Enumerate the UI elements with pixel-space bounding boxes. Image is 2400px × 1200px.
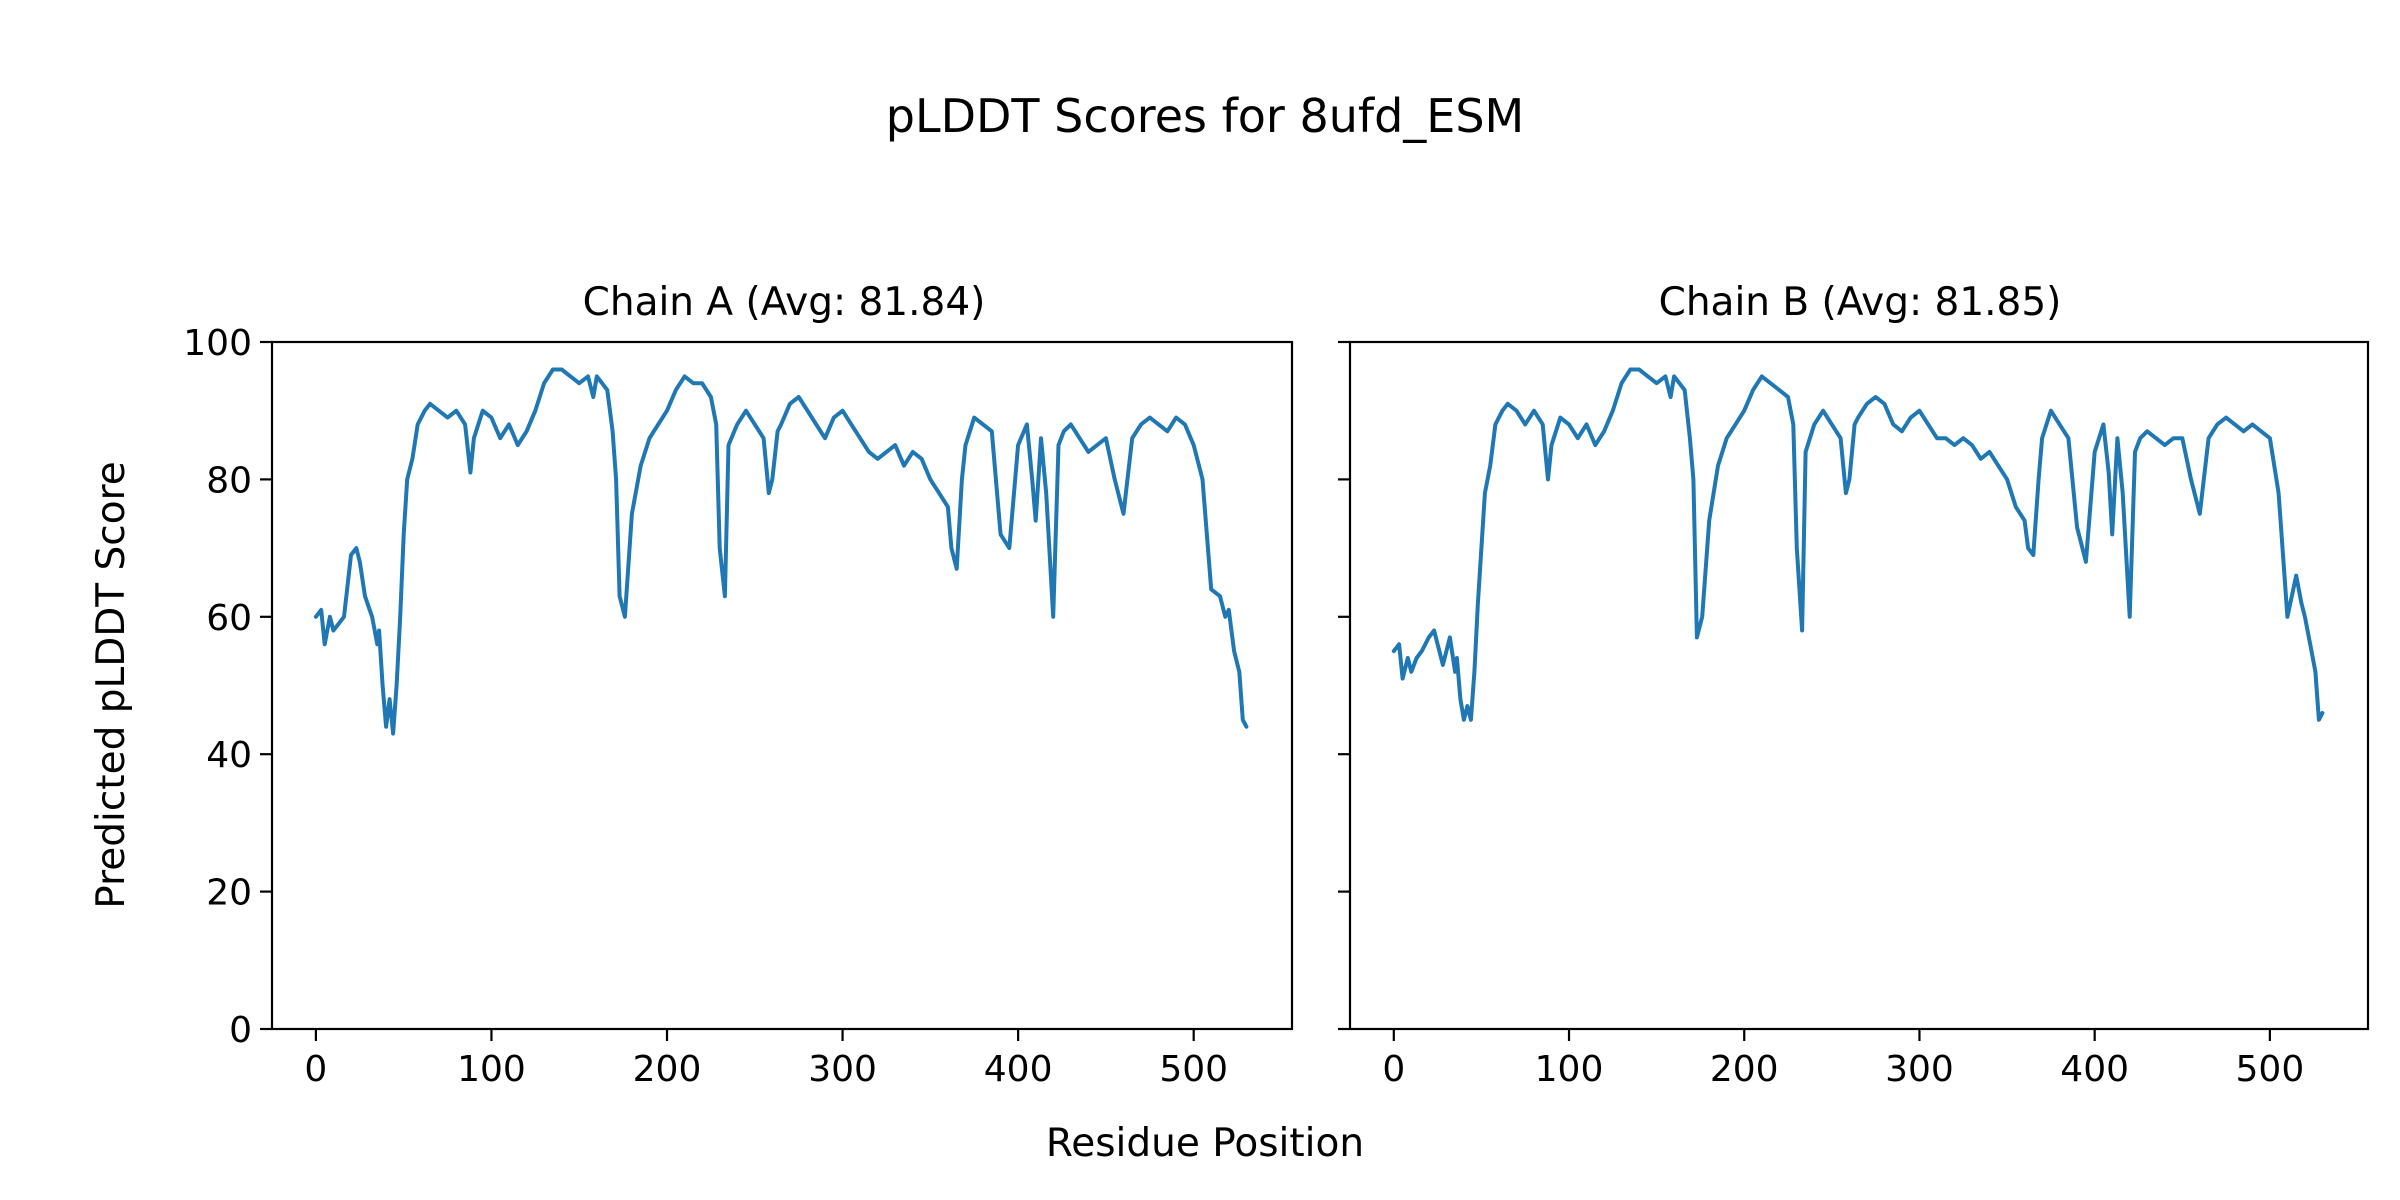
- chart-panel-chain-a: Chain A (Avg: 81.84) 0 100 200 300 400 500 0 20…: [183, 280, 1294, 1090]
- x-tick-label: 0: [304, 1049, 327, 1090]
- axes-frame: [1348, 340, 2370, 1031]
- x-tick-label: 200: [633, 1049, 702, 1090]
- y-tick-label: 80: [206, 460, 252, 501]
- y-tick-label: 0: [229, 1010, 252, 1051]
- x-tick-label: 500: [2236, 1049, 2305, 1090]
- chart-panel-chain-b: Chain B (Avg: 81.85) 0 100 200 300 400 500: [1338, 280, 2370, 1090]
- series-line-1-0: [1391, 367, 2325, 722]
- x-tick-label: 100: [1535, 1049, 1604, 1090]
- y-tick-label: 100: [183, 323, 252, 364]
- panel-title-chain-a: Chain A (Avg: 81.84): [583, 280, 986, 325]
- x-tick-label: 300: [1885, 1049, 1954, 1090]
- y-axis-label: Predicted pLDDT Score: [89, 461, 134, 908]
- y-tick-label: 40: [206, 735, 252, 776]
- x-tick-label: 200: [1710, 1049, 1779, 1090]
- y-tick-label: 60: [206, 598, 252, 639]
- x-tick-label: 400: [984, 1049, 1053, 1090]
- panel-title-chain-b: Chain B (Avg: 81.85): [1659, 280, 2062, 325]
- series-line-0-0: [313, 367, 1249, 736]
- x-tick-label: 300: [808, 1049, 877, 1090]
- figure-title: pLDDT Scores for 8ufd_ESM: [886, 89, 1524, 143]
- x-tick-label: 500: [1159, 1049, 1228, 1090]
- x-tick-label: 0: [1382, 1049, 1405, 1090]
- x-axis-label: Residue Position: [1046, 1121, 1364, 1166]
- y-tick-label: 20: [206, 873, 252, 914]
- x-tick-label: 100: [457, 1049, 526, 1090]
- axes-frame: [270, 340, 1294, 1031]
- x-tick-label: 400: [2060, 1049, 2129, 1090]
